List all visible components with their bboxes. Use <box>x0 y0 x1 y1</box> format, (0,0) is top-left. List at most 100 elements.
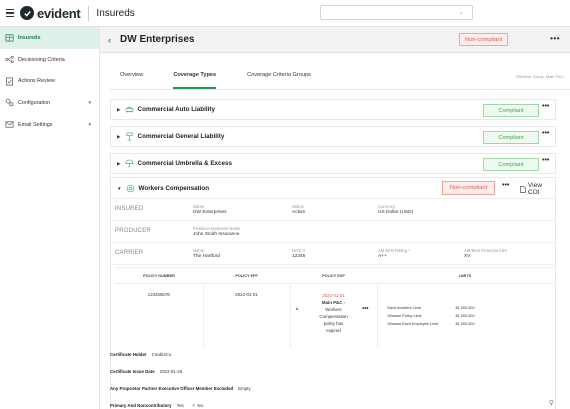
limit-name: Each Accident Limit <box>387 306 421 310</box>
column-header: POLICY EXP <box>290 267 377 284</box>
tab-overview[interactable]: Overview <box>120 72 144 78</box>
insured-search-select[interactable]: ⌄ <box>320 5 473 20</box>
general-liability-icon <box>125 132 134 141</box>
sidebar-item-actions-review[interactable]: Actions Review <box>0 70 99 92</box>
caret-right-icon[interactable]: ▶ <box>117 133 121 139</box>
effective-group-label: Effective Group: Main P&C <box>516 74 564 79</box>
column-header: POLICY NUMBER <box>115 267 203 284</box>
field-value: XV <box>464 254 471 259</box>
sidebar-item-label: Actions Review <box>18 78 55 85</box>
caret-right-icon[interactable]: ▶ <box>117 106 121 112</box>
field-label: AM Best Financial Size <box>464 248 508 253</box>
main-content: Overview Coverage Types Coverage Criteri… <box>100 53 570 409</box>
primary-noncontributory-row: Primary And Noncontributory Yes ✕ No <box>110 397 550 409</box>
proprietor-excluded-row: Any Proprietor Partner Executive Officer… <box>110 380 550 397</box>
sidebar-item-email-settings[interactable]: Email Settings ▾ <box>0 114 99 136</box>
status-badge: Compliant <box>483 158 539 171</box>
detail-value: Credit4Co <box>151 352 172 357</box>
more-options-icon[interactable]: ••• <box>542 157 550 164</box>
coverage-row-auto[interactable]: ▶ Commercial Auto Liability Compliant ••… <box>110 99 556 120</box>
more-options-icon[interactable]: ••• <box>542 130 550 137</box>
back-chevron-icon[interactable]: ‹ <box>108 34 111 45</box>
limit-value: $1,000,000 <box>455 322 475 326</box>
section-label: PRODUCER <box>115 228 151 234</box>
field-label: Status <box>292 204 304 209</box>
column-header: POLICY EFF <box>203 267 290 284</box>
logo[interactable]: evident <box>20 6 81 21</box>
more-options-icon[interactable]: ••• <box>550 34 560 43</box>
insured-currency-field: Currency US Dollar (USD) <box>378 204 413 215</box>
yes-option[interactable]: Yes <box>176 403 184 408</box>
sidebar-item-decisioning-criteria[interactable]: Decisioning Criteria <box>0 49 99 71</box>
user-support-icon[interactable]: ⚲ <box>548 400 554 407</box>
chevron-down-icon: ▾ <box>88 100 91 107</box>
coverage-name: Commercial Umbrella & Excess <box>137 160 233 167</box>
coverage-row-general-liability[interactable]: ▶ Commercial General Liability Compliant… <box>110 126 556 147</box>
tab-coverage-types[interactable]: Coverage Types <box>173 66 217 89</box>
shield-icon <box>126 184 135 193</box>
chevron-down-icon: ⌄ <box>458 10 464 16</box>
sidebar-item-configuration[interactable]: Configuration ▾ <box>0 92 99 114</box>
section-label: INSURED <box>115 206 144 212</box>
sidebar-item-label: Decisioning Criteria <box>18 56 65 63</box>
detail-value: Empty <box>238 386 251 391</box>
field-value: A++ <box>378 254 387 259</box>
detail-value: 2022-01-26 <box>159 369 183 374</box>
field-label: Name <box>193 248 205 253</box>
policy-table: POLICY NUMBER POLICY EFF POLICY EXP LIMI… <box>115 267 553 348</box>
carrier-naic-field: NAIC # 12345 <box>292 248 306 259</box>
field-label: AM Best Rating * <box>378 248 410 253</box>
email-settings-icon <box>5 120 14 129</box>
detail-label: Certificate Holder <box>110 352 147 357</box>
column-header: LIMITS <box>377 267 553 284</box>
menu-icon[interactable] <box>6 9 14 17</box>
view-coi-button[interactable]: View COI <box>520 182 555 196</box>
detail-label: Certificate Issue Date <box>110 369 155 374</box>
sidebar: Insureds Decisioning Criteria Actions Re… <box>0 27 100 409</box>
car-icon <box>125 105 134 114</box>
insured-section: INSURED Name DW Enterprises Status Activ… <box>111 199 555 221</box>
detail-label: Any Proprietor Partner Executive Officer… <box>110 386 234 391</box>
exp-note-line: expired <box>326 328 341 333</box>
coverage-header[interactable]: ▼ Workers Compensation Non-compliant •••… <box>111 178 555 199</box>
producer-business-field: Producer Business Name John Smith Insura… <box>193 226 240 237</box>
policy-exp-date: 2022-01-01 <box>322 293 345 298</box>
insured-name-field: Name DW Enterprises <box>193 204 227 215</box>
sidebar-item-insureds[interactable]: Insureds <box>0 27 99 49</box>
limit-row: Disease Each Employee Limit $1,000,000 <box>388 322 554 330</box>
logo-check-icon <box>20 6 34 20</box>
coverage-name: Workers Compensation <box>138 184 210 192</box>
policy-eff-cell: 2022-01-01 <box>203 283 291 348</box>
coverage-row-umbrella[interactable]: ▶ Commercial Umbrella & Excess Compliant… <box>110 153 556 174</box>
more-options-icon[interactable]: ••• <box>362 306 369 312</box>
status-badge: Compliant <box>483 104 539 117</box>
field-label: Producer Business Name <box>193 226 241 231</box>
certificate-details: Certificate Holder Credit4Co Certificate… <box>110 346 550 409</box>
limit-value: $1,000,000 <box>455 314 475 318</box>
coverage-name: Commercial General Liability <box>137 133 225 140</box>
exp-note-line: Workers <box>325 307 342 312</box>
field-label: NAIC # <box>292 248 306 253</box>
no-option[interactable]: ✕ No <box>192 403 203 409</box>
coverage-name: Commercial Auto Liability <box>137 106 215 113</box>
document-icon <box>520 185 526 193</box>
tab-coverage-criteria-groups[interactable]: Coverage Criteria Groups <box>247 72 311 78</box>
page-header: ‹ DW Enterprises Non-compliant ••• <box>100 27 570 53</box>
table-header-row: POLICY NUMBER POLICY EFF POLICY EXP LIMI… <box>115 267 553 284</box>
exp-note-line: Main P&C - <box>321 300 346 305</box>
status-badge: Non-compliant <box>459 33 508 46</box>
carrier-size-field: AM Best Financial Size XV <box>464 248 507 259</box>
more-options-icon[interactable]: ••• <box>542 103 550 110</box>
chevron-down-icon: ▾ <box>88 121 91 128</box>
no-option-label: No <box>197 402 204 408</box>
table-row: 123456678 2022-01-01 2022-01-01 Main P&C… <box>115 283 554 348</box>
limit-row: Each Accident Limit $1,000,000 <box>388 306 554 314</box>
tab-bar: Overview Coverage Types Coverage Criteri… <box>110 66 570 90</box>
more-options-icon[interactable]: ••• <box>502 182 510 189</box>
view-coi-label: View COI <box>527 182 543 196</box>
caret-right-icon[interactable]: ▶ <box>117 160 121 166</box>
caret-down-icon[interactable]: ▼ <box>117 185 122 191</box>
policy-number-cell: 123456678 <box>115 283 204 348</box>
limit-value: $1,000,000 <box>455 306 475 310</box>
limit-row: Disease Policy Limit $1,000,000 <box>388 314 554 322</box>
